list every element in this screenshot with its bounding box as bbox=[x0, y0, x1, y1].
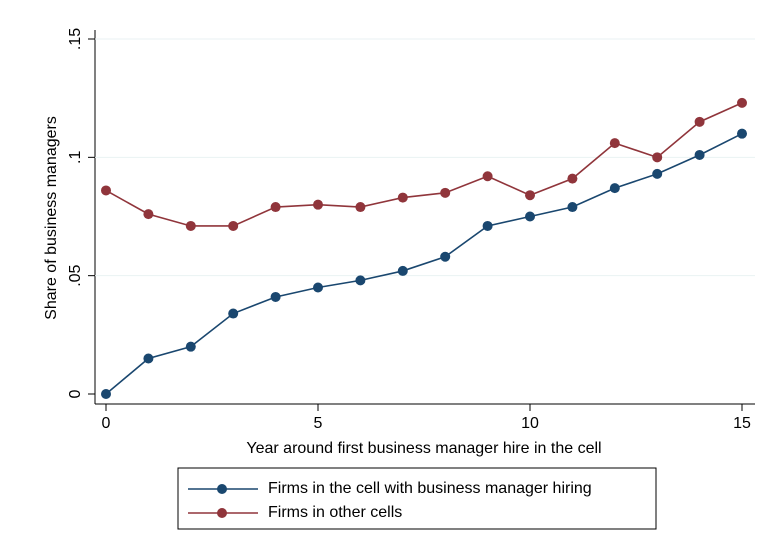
y-tick-label: .05 bbox=[67, 264, 84, 286]
series-point bbox=[737, 97, 747, 108]
legend-marker bbox=[217, 508, 227, 518]
series-point bbox=[609, 183, 620, 194]
x-tick-label: 10 bbox=[521, 415, 539, 432]
series-point bbox=[397, 265, 408, 276]
series-point bbox=[440, 251, 451, 262]
series-point bbox=[525, 190, 535, 201]
series-point bbox=[143, 209, 154, 220]
series-point bbox=[440, 187, 451, 198]
series-point bbox=[313, 199, 323, 210]
legend-label: Firms in other cells bbox=[268, 504, 402, 521]
legend-box bbox=[177, 467, 657, 530]
series-point bbox=[397, 192, 408, 203]
series-point bbox=[355, 275, 366, 286]
x-tick-label: 0 bbox=[102, 415, 111, 432]
legend-marker bbox=[217, 484, 227, 494]
legend-label: Firms in the cell with business manager … bbox=[268, 480, 592, 497]
series-point bbox=[101, 389, 111, 399]
series-point bbox=[355, 202, 366, 213]
series-point bbox=[609, 138, 620, 149]
y-axis-title: Share of business managers bbox=[43, 116, 60, 320]
x-tick-label: 15 bbox=[733, 415, 751, 432]
series-point bbox=[567, 202, 578, 213]
series-point bbox=[482, 220, 493, 231]
series-point bbox=[737, 128, 747, 139]
y-tick-label: .1 bbox=[67, 151, 84, 164]
series-point bbox=[270, 202, 281, 213]
series-point bbox=[694, 116, 705, 127]
x-tick-label: 5 bbox=[314, 415, 323, 432]
series-point bbox=[482, 171, 493, 182]
y-tick-label: .15 bbox=[67, 28, 84, 50]
x-axis-title: Year around first business manager hire … bbox=[246, 440, 601, 457]
series-point bbox=[313, 282, 323, 293]
series-point bbox=[567, 173, 578, 184]
series-point bbox=[228, 308, 239, 319]
y-tick-label: 0 bbox=[67, 389, 84, 398]
series-point bbox=[185, 220, 196, 231]
series-point bbox=[525, 211, 535, 222]
series-line bbox=[105, 102, 743, 227]
series-point bbox=[143, 353, 154, 364]
series-point bbox=[694, 149, 705, 160]
series-point bbox=[270, 291, 281, 302]
series-point bbox=[101, 185, 111, 196]
series-point bbox=[185, 341, 196, 352]
series-line bbox=[105, 132, 743, 395]
series-point bbox=[228, 220, 239, 231]
series-point bbox=[652, 152, 663, 163]
series-point bbox=[652, 168, 663, 179]
